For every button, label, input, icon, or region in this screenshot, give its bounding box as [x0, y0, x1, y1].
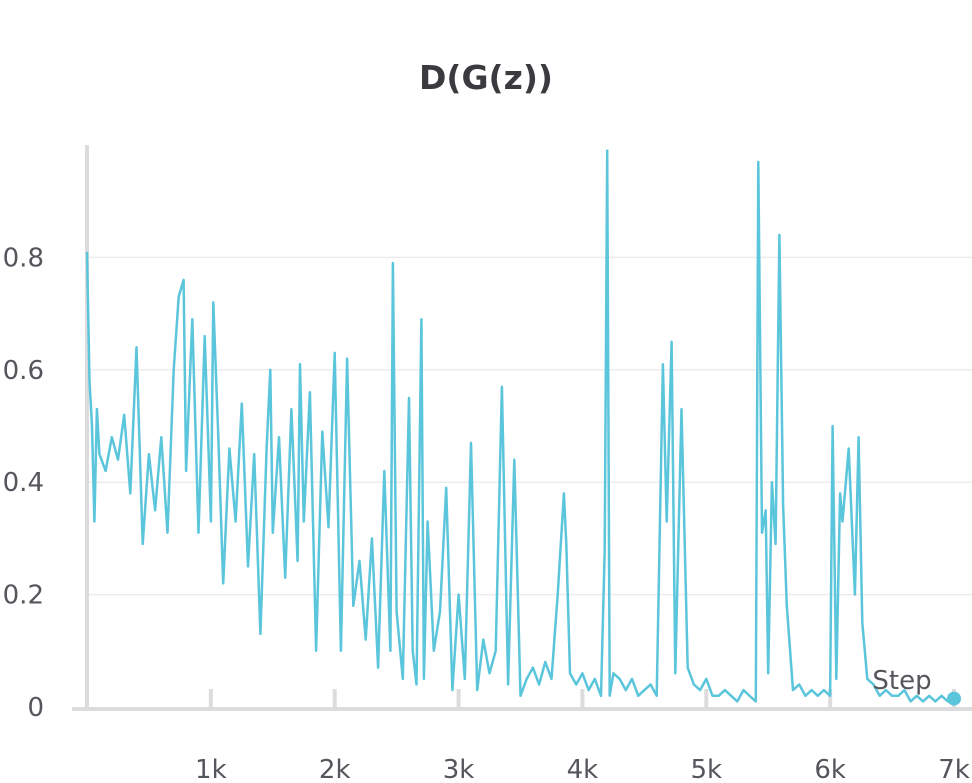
- series-end-marker[interactable]: [947, 691, 961, 706]
- y-tick-label: 0: [27, 693, 44, 723]
- chart-title: D(G(z)): [418, 58, 553, 97]
- grid-lines: [87, 256, 972, 596]
- x-axis-label: Step: [872, 666, 931, 696]
- y-tick-labels: 0 0.2 0.4 0.6 0.8: [3, 243, 44, 723]
- y-tick-label: 0.4: [3, 468, 44, 498]
- x-tick-label: 4k: [567, 755, 599, 783]
- y-tick-label: 0.2: [3, 581, 44, 611]
- x-tick-label: 3k: [443, 755, 475, 783]
- axes: [72, 145, 972, 711]
- x-tick-label: 7k: [938, 755, 970, 783]
- x-ticks: 1k 2k 3k 4k 5k 6k 7k: [195, 689, 970, 783]
- x-tick-label: 2k: [319, 755, 351, 783]
- x-tick-label: 6k: [814, 755, 846, 783]
- series-line: [85, 149, 955, 703]
- x-tick-label: 5k: [690, 755, 722, 783]
- x-tick-label: 1k: [195, 755, 227, 783]
- series-layer: [85, 149, 955, 703]
- y-tick-label: 0.6: [3, 356, 44, 386]
- y-tick-label: 0.8: [3, 243, 44, 273]
